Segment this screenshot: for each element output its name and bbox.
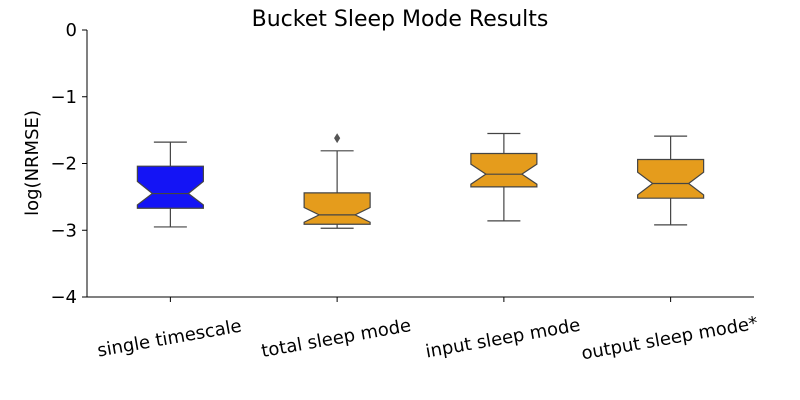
x-tick-label: output sleep mode* [580, 313, 760, 365]
x-tick-label: input sleep mode [424, 315, 582, 363]
box-body [136, 165, 204, 209]
y-tick-label: 0 [66, 20, 77, 41]
y-tick-label: −2 [50, 154, 77, 175]
x-tick-label: total sleep mode [260, 315, 413, 362]
x-tick-label: single timescale [96, 316, 243, 362]
boxes [136, 132, 705, 229]
chart-title: Bucket Sleep Mode Results [252, 7, 549, 32]
outlier-point [334, 133, 341, 144]
y-axis-label: log(NRMSE) [22, 110, 43, 216]
x-ticks: single timescale total sleep mode input sl… [96, 297, 760, 364]
y-tick-label: −1 [50, 87, 77, 108]
y-ticks: 0 −1 −2 −3 −4 [50, 20, 87, 308]
box-body [303, 192, 371, 225]
y-tick-label: −4 [50, 287, 77, 308]
box-body [637, 158, 705, 199]
box-body [470, 152, 538, 188]
y-tick-label: −3 [50, 220, 77, 241]
